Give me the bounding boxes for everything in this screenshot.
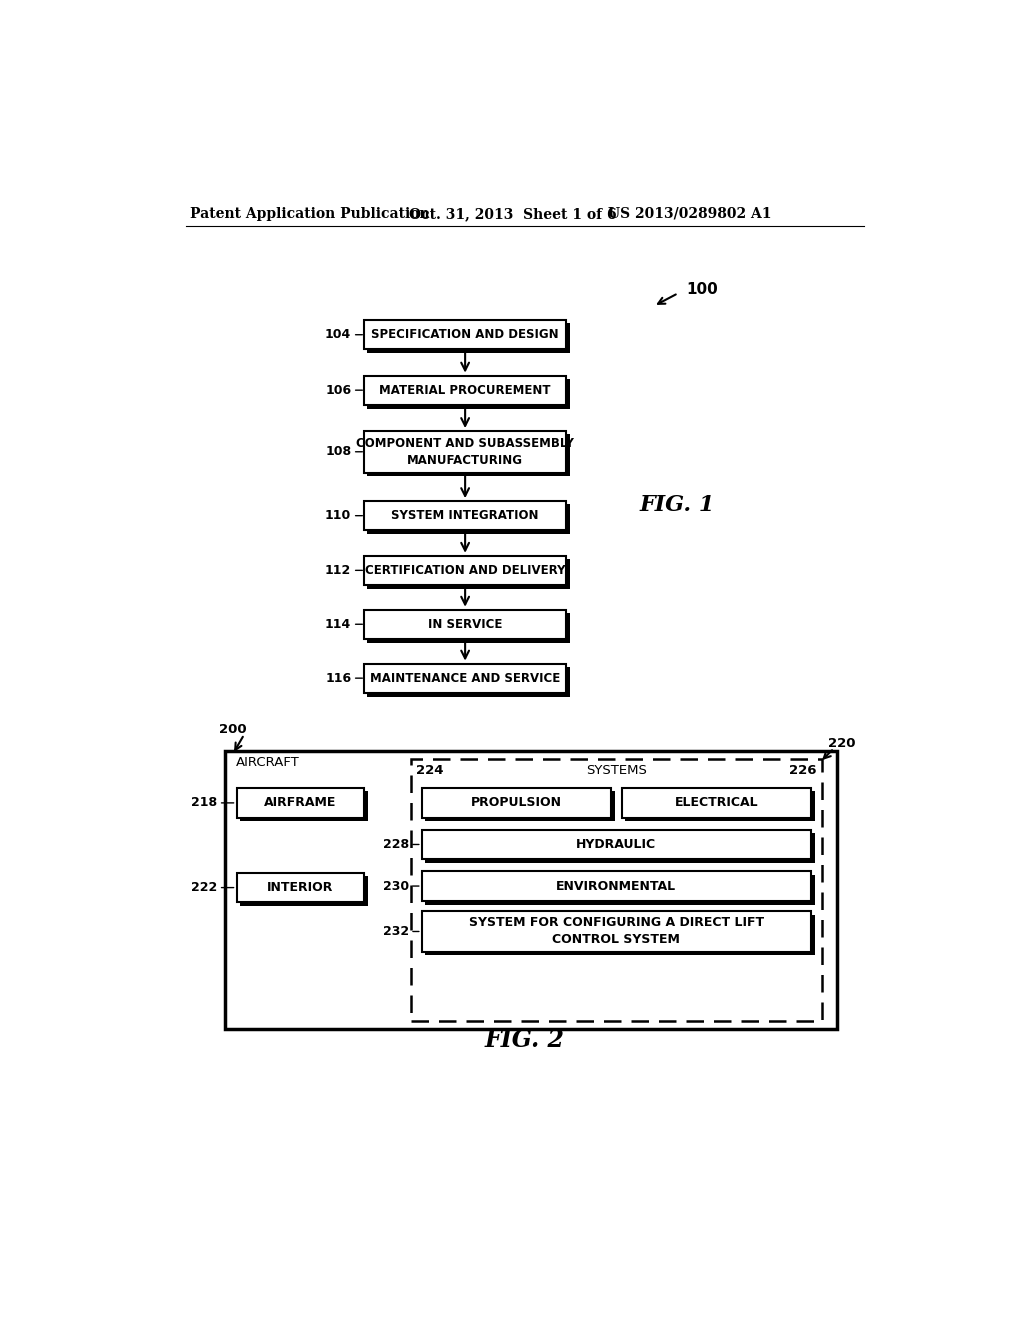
Bar: [365, 556, 566, 585]
Text: US 2013/0289802 A1: US 2013/0289802 A1: [608, 207, 772, 220]
Text: FIG. 2: FIG. 2: [484, 1028, 565, 1052]
Text: INTERIOR: INTERIOR: [267, 880, 334, 894]
Text: 232: 232: [383, 925, 410, 939]
Text: FIG. 1: FIG. 1: [640, 494, 715, 516]
Bar: [422, 911, 811, 952]
Text: 226: 226: [790, 764, 817, 777]
Text: 104: 104: [325, 329, 351, 342]
Bar: [237, 873, 365, 903]
Bar: [566, 434, 569, 477]
Text: 228: 228: [383, 838, 410, 851]
Bar: [566, 504, 569, 535]
Text: 106: 106: [325, 384, 351, 397]
Bar: [566, 667, 569, 697]
Bar: [422, 830, 811, 859]
Bar: [365, 321, 566, 350]
Bar: [365, 502, 566, 531]
Text: 200: 200: [219, 723, 247, 737]
Bar: [365, 432, 566, 473]
Bar: [368, 350, 569, 354]
Bar: [365, 664, 566, 693]
Bar: [811, 875, 815, 904]
Text: ENVIRONMENTAL: ENVIRONMENTAL: [556, 879, 676, 892]
Text: AIRFRAME: AIRFRAME: [264, 796, 337, 809]
Bar: [368, 639, 569, 643]
Bar: [611, 792, 614, 821]
Text: 108: 108: [325, 445, 351, 458]
Bar: [811, 833, 815, 863]
Text: CERTIFICATION AND DELIVERY: CERTIFICATION AND DELIVERY: [365, 564, 565, 577]
Bar: [425, 859, 814, 863]
Text: HYDRAULIC: HYDRAULIC: [577, 838, 656, 851]
Text: SYSTEMS: SYSTEMS: [586, 764, 647, 777]
Bar: [365, 610, 566, 639]
Text: 110: 110: [325, 510, 351, 523]
Text: MATERIAL PROCUREMENT: MATERIAL PROCUREMENT: [379, 384, 551, 397]
Bar: [425, 817, 614, 821]
Bar: [566, 612, 569, 643]
Text: SYSTEM INTEGRATION: SYSTEM INTEGRATION: [391, 510, 539, 523]
Text: 116: 116: [325, 672, 351, 685]
Bar: [365, 876, 369, 906]
Bar: [422, 788, 611, 817]
Text: 100: 100: [686, 281, 718, 297]
Text: Oct. 31, 2013  Sheet 1 of 6: Oct. 31, 2013 Sheet 1 of 6: [409, 207, 616, 220]
Bar: [411, 759, 821, 1020]
Text: MAINTENANCE AND SERVICE: MAINTENANCE AND SERVICE: [370, 672, 560, 685]
Text: AIRCRAFT: AIRCRAFT: [236, 756, 299, 770]
Text: COMPONENT AND SUBASSEMBLY
MANUFACTURING: COMPONENT AND SUBASSEMBLY MANUFACTURING: [356, 437, 574, 467]
Bar: [368, 473, 569, 477]
Bar: [566, 379, 569, 409]
Bar: [240, 903, 368, 906]
Text: 112: 112: [325, 564, 351, 577]
Text: SPECIFICATION AND DESIGN: SPECIFICATION AND DESIGN: [372, 329, 559, 342]
Text: 224: 224: [416, 764, 443, 777]
Bar: [368, 693, 569, 697]
Bar: [365, 376, 566, 405]
Bar: [368, 531, 569, 535]
Bar: [811, 792, 815, 821]
Text: Patent Application Publication: Patent Application Publication: [190, 207, 430, 220]
Bar: [566, 323, 569, 354]
Bar: [368, 405, 569, 409]
Bar: [811, 915, 815, 956]
Bar: [240, 817, 368, 821]
Text: 230: 230: [383, 879, 410, 892]
Text: IN SERVICE: IN SERVICE: [428, 618, 503, 631]
Text: 220: 220: [827, 737, 855, 750]
Text: 114: 114: [325, 618, 351, 631]
Bar: [237, 788, 365, 817]
Text: 222: 222: [190, 880, 217, 894]
Text: 218: 218: [191, 796, 217, 809]
Text: ELECTRICAL: ELECTRICAL: [675, 796, 758, 809]
Bar: [425, 952, 814, 956]
Bar: [368, 585, 569, 589]
Bar: [225, 751, 838, 1028]
Bar: [422, 871, 811, 900]
Bar: [622, 788, 811, 817]
Bar: [625, 817, 814, 821]
Bar: [425, 900, 814, 904]
Bar: [365, 792, 369, 821]
Text: PROPULSION: PROPULSION: [471, 796, 562, 809]
Bar: [566, 558, 569, 589]
Text: SYSTEM FOR CONFIGURING A DIRECT LIFT
CONTROL SYSTEM: SYSTEM FOR CONFIGURING A DIRECT LIFT CON…: [469, 916, 764, 946]
